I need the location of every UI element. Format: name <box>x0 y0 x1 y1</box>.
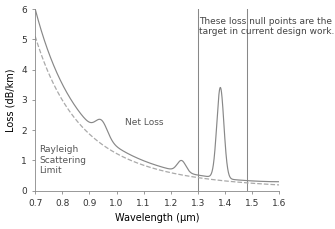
Y-axis label: Loss (dB/km): Loss (dB/km) <box>6 68 15 131</box>
Text: These loss null points are the
target in current design work.: These loss null points are the target in… <box>199 17 335 36</box>
Text: Net Loss: Net Loss <box>125 118 163 127</box>
Text: Rayleigh
Scattering
Limit: Rayleigh Scattering Limit <box>39 145 86 175</box>
X-axis label: Wavelength (μm): Wavelength (μm) <box>115 213 199 224</box>
